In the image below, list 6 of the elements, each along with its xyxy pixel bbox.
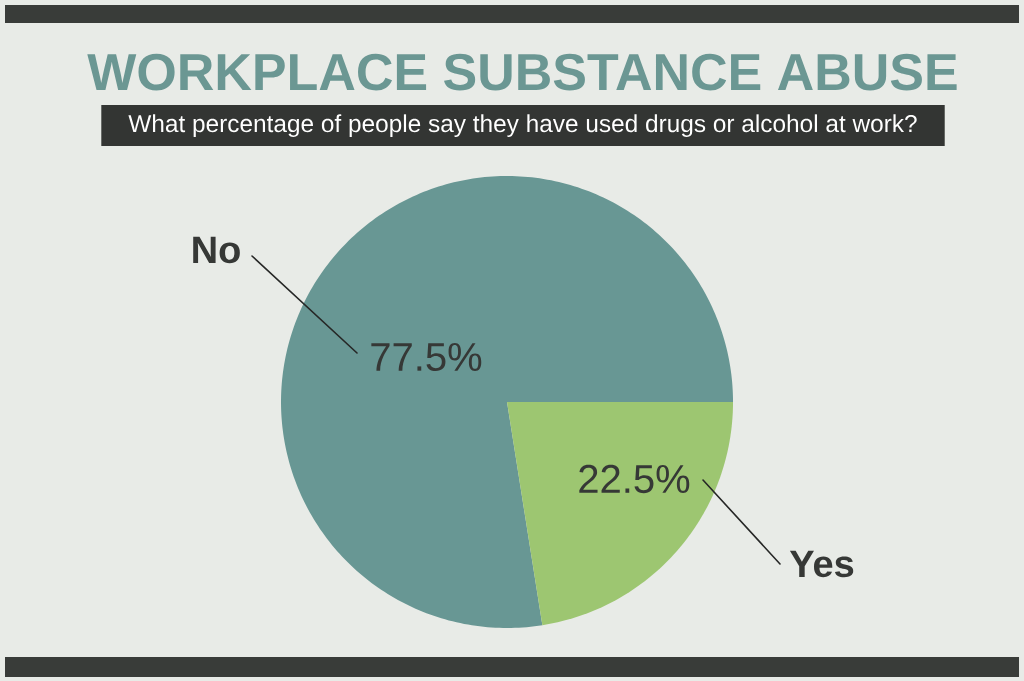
chart-title: WORKPLACE SUBSTANCE ABUSE (87, 53, 957, 91)
slice-label: Yes (789, 550, 854, 578)
data-label: 77.5% (371, 342, 482, 372)
data-label: 22.5% (579, 464, 690, 494)
slice-label: No (193, 236, 240, 264)
chart-subtitle: What percentage of people say they have used drugs or alcohol at work? (128, 114, 917, 138)
